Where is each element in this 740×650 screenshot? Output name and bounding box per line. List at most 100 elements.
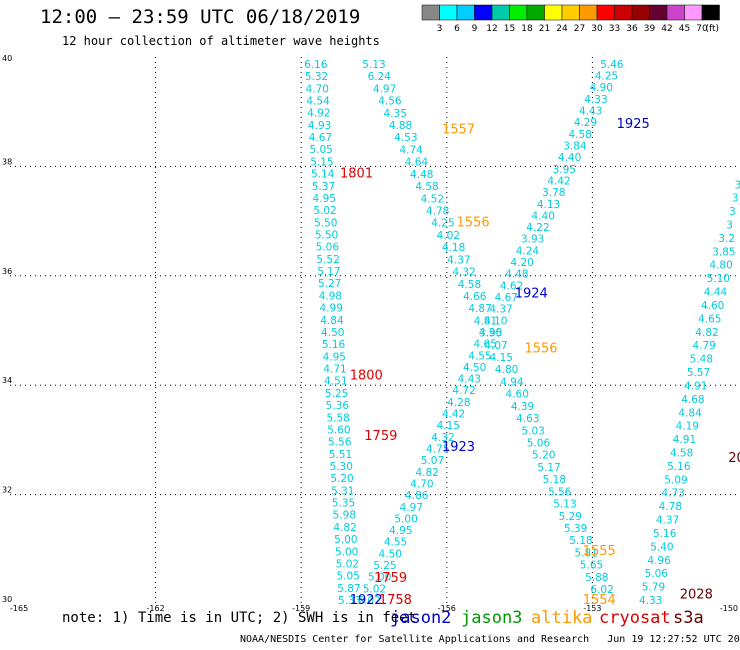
pass-time-label: 1925 (617, 117, 650, 132)
swh-value-label: 4.70 (410, 478, 433, 490)
swh-value-label: 4.15 (437, 420, 460, 432)
swh-value-label: 4.10 (484, 315, 507, 327)
units-note: note: 1) Time is in UTC; 2) SWH is in fe… (62, 610, 417, 626)
swh-value-label: 5.65 (580, 560, 603, 572)
pass-time-label: 1555 (583, 544, 616, 559)
legend-jason2: jason2 (390, 608, 452, 628)
swh-value-label: 5.36 (326, 400, 350, 412)
swh-value-label: 5.88 (585, 572, 608, 584)
swh-value-label: 5.13 (362, 59, 385, 71)
swh-value-label: 6.24 (368, 71, 392, 83)
colorbar-swatch (509, 4, 528, 21)
swh-value-label: 5.17 (317, 266, 340, 278)
swh-value-label: 5.46 (600, 59, 624, 71)
swh-value-label: 5.30 (330, 461, 353, 473)
colorbar-tick-label: 15 (504, 24, 515, 34)
swh-value-label: 4.48 (505, 269, 528, 281)
colorbar-swatch (456, 4, 475, 21)
swh-value-label: 5.58 (326, 412, 349, 424)
swh-value-label: 4.50 (379, 548, 402, 560)
footer-credit: NOAA/NESDIS Center for Satellite Applica… (240, 634, 740, 645)
pass-time-label: 1556 (457, 216, 490, 231)
swh-value-label: 3.84 (563, 141, 587, 153)
swh-value-label: 4.33 (584, 94, 607, 106)
colorbar-swatch (631, 4, 650, 21)
swh-value-label: 4.40 (558, 152, 581, 164)
swh-value-label: 4.70 (306, 83, 329, 95)
swh-value-label: 4.37 (447, 254, 470, 266)
pass-time-label: 2027 (728, 451, 740, 466)
x-tick-label: -153 (583, 604, 601, 613)
swh-value-label: 4.42 (442, 409, 465, 421)
swh-value-label: 4.33 (639, 595, 662, 607)
swh-value-label: 5.07 (421, 455, 444, 467)
pass-time-label: 1759 (364, 429, 397, 444)
swh-value-label: 4.54 (306, 95, 330, 107)
swh-value-label: 4.51 (324, 376, 347, 388)
swh-value-label: 4.67 (495, 292, 518, 304)
swh-value-label: 4.15 (490, 352, 513, 364)
pass-time-label: 1759 (374, 571, 407, 586)
swh-value-label: 4.95 (323, 351, 346, 363)
swh-value-label: 4.22 (526, 222, 549, 234)
legend-altika: altika (531, 608, 593, 628)
swh-value-label: 3.95 (479, 328, 502, 340)
colorbar-swatch (561, 4, 580, 21)
swh-value-label: 6.02 (357, 595, 380, 607)
footer-right: Jun 19 12:27:52 UTC 2019 (607, 634, 740, 645)
swh-value-label: 4.48 (410, 169, 433, 181)
swh-value-label: 3 (726, 220, 733, 232)
page-subtitle: 12 hour collection of altimeter wave hei… (62, 34, 380, 48)
y-tick-label: 40 (2, 54, 12, 63)
swh-value-label: 5.48 (690, 354, 713, 366)
colorbar-tick-label: 21 (539, 24, 550, 34)
swh-value-label: 5.05 (309, 144, 332, 156)
swh-value-label: 4.93 (308, 120, 331, 132)
swh-value-label: 4.50 (321, 327, 344, 339)
swh-value-label: 5.29 (559, 511, 582, 523)
swh-value-label: 4.91 (684, 380, 707, 392)
legend-cryosat: cryosat (599, 608, 671, 628)
swh-value-label: 4.68 (681, 394, 704, 406)
swh-value-label: 6.16 (304, 59, 328, 71)
swh-value-label: 4.29 (574, 117, 597, 129)
swh-value-label: 4.84 (320, 315, 344, 327)
y-tick-label: 30 (2, 595, 12, 604)
swh-value-label: 4.53 (394, 132, 417, 144)
pass-time-label: 1758 (379, 593, 412, 608)
colorbar-swatch (526, 4, 545, 21)
swh-value-label: 4.40 (532, 210, 555, 222)
swh-value-label: 4.78 (659, 501, 682, 513)
swh-value-label: 3 (735, 179, 740, 191)
swh-value-label: 4.99 (320, 303, 343, 315)
colorbar-tick-label: 42 (661, 24, 672, 34)
swh-value-label: 4.84 (678, 407, 702, 419)
colorbar-swatch (684, 4, 703, 21)
swh-value-label: 4.19 (676, 421, 699, 433)
swh-value-label: 4.72 (452, 385, 475, 397)
y-tick-label: 34 (2, 376, 12, 385)
swh-value-label: 5.25 (373, 560, 396, 572)
swh-value-label: 5.06 (316, 242, 340, 254)
colorbar-tick-label: 36 (626, 24, 638, 34)
swh-value-label: 4.20 (510, 257, 533, 269)
swh-value-label: 4.73 (661, 488, 684, 500)
swh-value-label: 4.91 (673, 434, 696, 446)
colorbar-swatch (579, 4, 598, 21)
swh-value-label: 4.97 (400, 502, 423, 514)
swh-value-label: 4.80 (495, 364, 518, 376)
swh-value-label: 5.10 (707, 273, 730, 285)
colorbar-swatch (421, 4, 440, 21)
colorbar-swatch (701, 4, 720, 21)
swh-value-label: 4.37 (489, 304, 512, 316)
swh-value-label: 4.60 (506, 389, 529, 401)
swh-value-label: 4.24 (516, 245, 540, 257)
swh-value-label: 4.37 (656, 515, 679, 527)
colorbar-tick-label: 24 (556, 24, 568, 34)
swh-value-label: 5.20 (330, 473, 353, 485)
swh-value-label: 4.39 (511, 401, 534, 413)
swh-value-label: 4.95 (313, 193, 336, 205)
swh-value-label: 5.14 (311, 169, 335, 181)
swh-value-label: 5.05 (336, 571, 359, 583)
